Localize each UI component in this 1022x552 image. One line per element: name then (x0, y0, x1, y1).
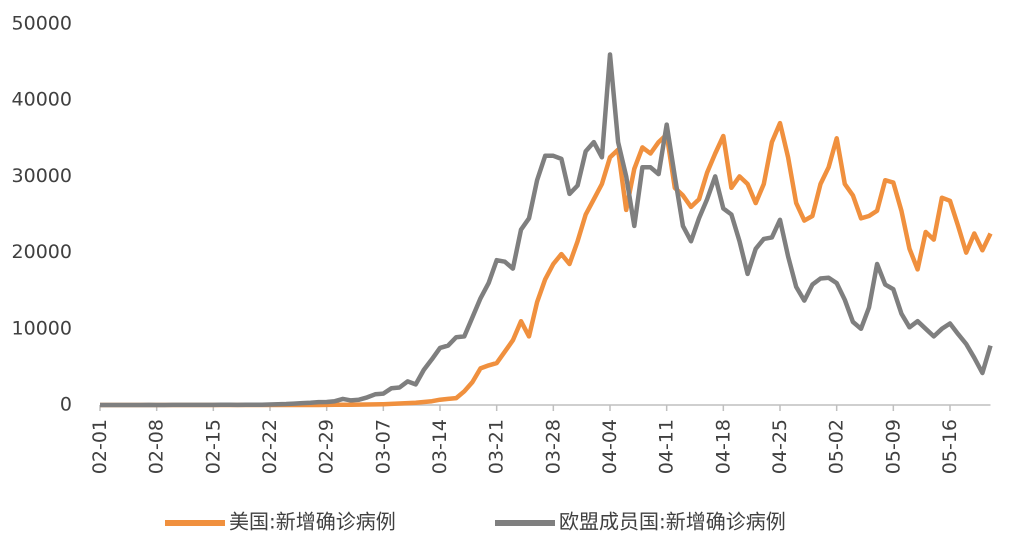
y-tick-label: 50000 (12, 13, 72, 35)
y-tick-label: 20000 (12, 241, 72, 263)
x-tick-label: 03-07 (372, 419, 394, 474)
x-tick-label: 02-01 (89, 419, 111, 474)
x-tick-label: 05-02 (826, 419, 848, 474)
x-tick-label: 04-18 (712, 419, 734, 474)
legend-label: 美国:新增确诊病例 (229, 510, 396, 534)
y-tick-label: 10000 (12, 317, 72, 339)
x-tick-label: 05-16 (939, 419, 961, 474)
x-tick-label: 02-08 (146, 419, 168, 474)
x-tick-label: 04-11 (656, 419, 678, 474)
y-tick-label: 40000 (12, 89, 72, 111)
x-tick-label: 03-21 (486, 419, 508, 474)
x-tick-label: 02-29 (316, 419, 338, 474)
x-tick-label: 03-14 (429, 419, 451, 474)
legend-label: 欧盟成员国:新增确诊病例 (559, 510, 786, 534)
x-tick-label: 02-15 (202, 419, 224, 474)
x-tick-label: 03-28 (542, 419, 564, 474)
y-tick-label: 0 (60, 394, 72, 416)
series-line (100, 120, 993, 408)
x-tick-label: 04-25 (769, 419, 791, 474)
x-tick-label: 02-22 (259, 419, 281, 474)
x-tick-label: 05-09 (882, 419, 904, 474)
series-line (100, 52, 993, 408)
x-tick-label: 04-04 (599, 419, 621, 474)
y-tick-label: 30000 (12, 165, 72, 187)
